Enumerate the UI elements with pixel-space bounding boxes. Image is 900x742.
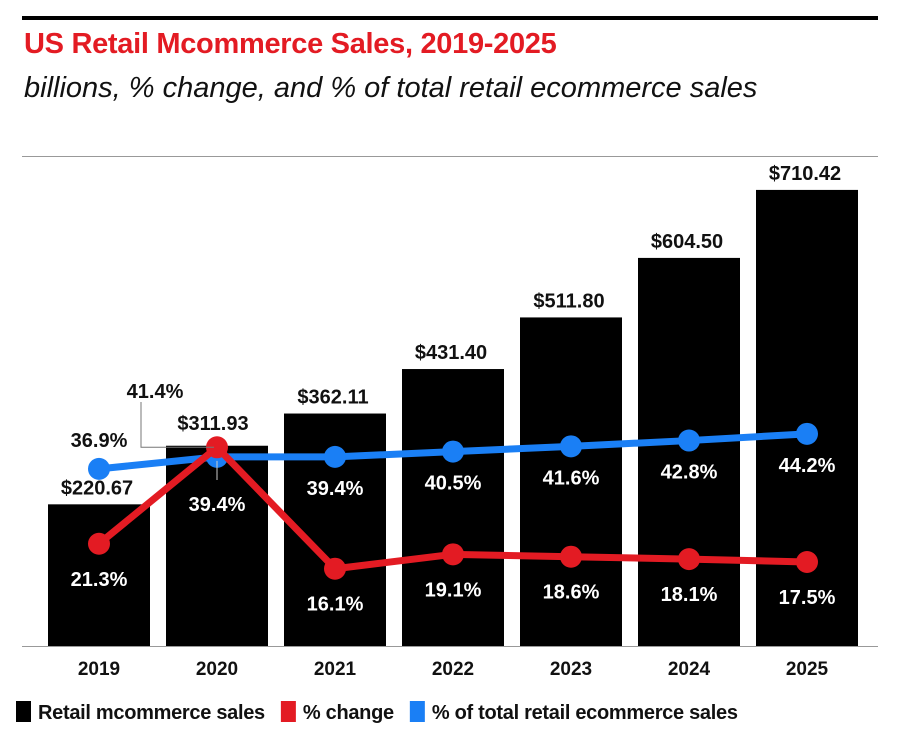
x-tick-2020: 2020 xyxy=(196,659,238,680)
share-of-ecommerce-point-2024 xyxy=(678,429,700,452)
share-label-2020: 39.4% xyxy=(189,494,246,516)
share-label-2025: 44.2% xyxy=(779,455,836,477)
legend-label-1: % change xyxy=(303,702,394,724)
change-label-2019: 21.3% xyxy=(71,569,128,591)
pct-change-point-2020 xyxy=(206,436,228,459)
bar-2025 xyxy=(756,189,858,647)
bar-label-2024: $604.50 xyxy=(651,231,723,253)
legend-swatch-1 xyxy=(280,701,296,722)
bar-label-2019: $220.67 xyxy=(61,477,133,499)
share-of-ecommerce-point-2019 xyxy=(88,457,110,480)
x-tick-2023: 2023 xyxy=(550,659,592,680)
x-tick-2025: 2025 xyxy=(786,659,829,680)
share-of-ecommerce-point-2021 xyxy=(324,445,346,468)
change-label-2020: 41.4% xyxy=(127,381,184,403)
share-of-ecommerce-point-2025 xyxy=(796,422,818,445)
pct-change-point-2022 xyxy=(442,543,464,566)
legend-swatch-0 xyxy=(16,701,31,722)
bar-2023 xyxy=(520,317,622,646)
x-tick-2022: 2022 xyxy=(432,659,474,680)
x-tick-2021: 2021 xyxy=(314,659,357,680)
legend-swatch-2 xyxy=(409,701,425,722)
pct-change-point-2019 xyxy=(88,532,110,555)
pct-change-point-2023 xyxy=(560,545,582,568)
bar-2024 xyxy=(638,257,740,646)
change-label-2025: 17.5% xyxy=(779,587,836,609)
bar-label-2022: $431.40 xyxy=(415,342,487,364)
share-label-2024: 42.8% xyxy=(661,462,718,484)
change-label-2023: 18.6% xyxy=(543,582,600,604)
chart-title: US Retail Mcommerce Sales, 2019-2025 xyxy=(24,28,557,60)
bar-2022 xyxy=(402,369,504,646)
bar-label-2021: $362.11 xyxy=(297,387,368,409)
top-rule xyxy=(22,16,878,20)
bar-label-2023: $511.80 xyxy=(533,290,604,312)
bar-label-2020: $311.93 xyxy=(177,413,248,435)
change-label-2021: 16.1% xyxy=(307,594,364,616)
title-rule xyxy=(22,156,878,157)
leader-line-2020-change xyxy=(140,402,214,448)
legend-label-2: % of total retail ecommerce sales xyxy=(432,702,738,724)
pct-change-point-2021 xyxy=(324,557,346,580)
share-label-2023: 41.6% xyxy=(543,467,600,489)
legend-label-0: Retail mcommerce sales xyxy=(38,702,265,724)
share-label-2022: 40.5% xyxy=(425,473,482,495)
pct-change-point-2024 xyxy=(678,548,700,571)
bar-label-2025: $710.42 xyxy=(769,163,841,185)
share-label-2019: 36.9% xyxy=(71,430,128,452)
chart-subtitle: billions, % change, and % of total retai… xyxy=(24,72,758,104)
change-label-2024: 18.1% xyxy=(661,584,718,606)
share-label-2021: 39.4% xyxy=(307,478,364,500)
share-of-ecommerce-point-2023 xyxy=(560,435,582,458)
bar-2019 xyxy=(48,504,150,646)
x-tick-2024: 2024 xyxy=(668,659,711,680)
change-label-2022: 19.1% xyxy=(425,579,482,601)
x-tick-2019: 2019 xyxy=(78,659,120,680)
share-of-ecommerce-point-2022 xyxy=(442,440,464,463)
pct-change-point-2025 xyxy=(796,551,818,573)
